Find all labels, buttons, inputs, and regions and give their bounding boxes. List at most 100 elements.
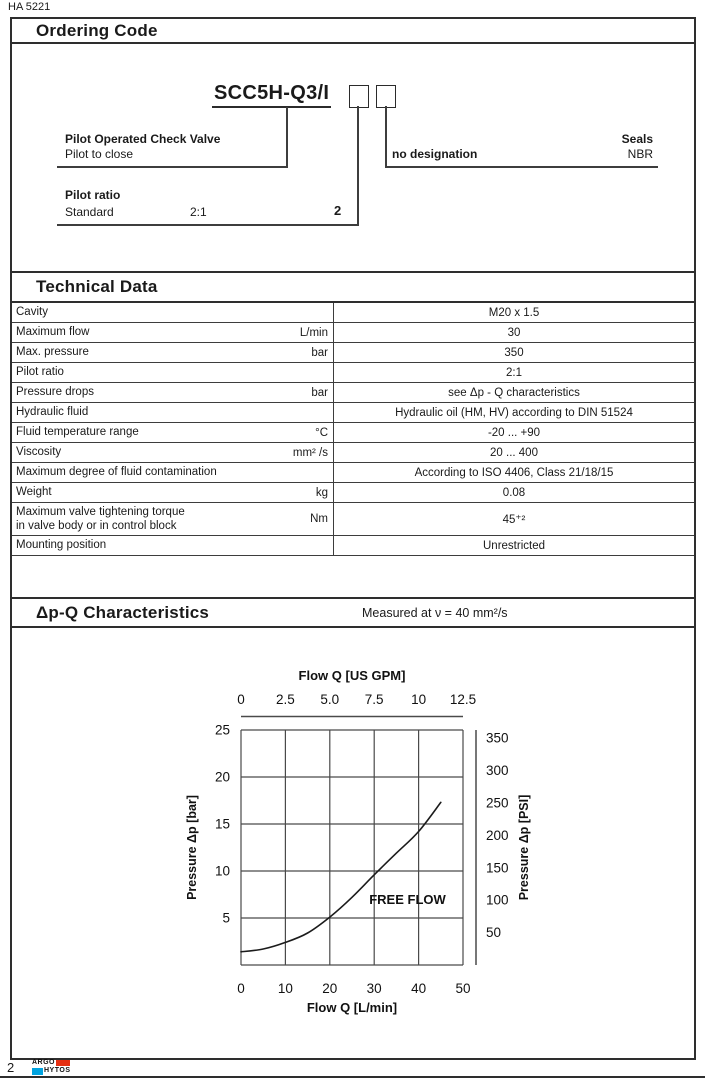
- section-header-technical-data: Technical Data: [12, 271, 694, 303]
- section-header-dpq-characteristics: Δp-Q Characteristics Measured at ν = 40 …: [12, 597, 694, 628]
- value-cell: 350: [504, 346, 524, 359]
- unit-label: bar: [311, 346, 328, 359]
- table-row: Pilot ratio 2:1: [12, 363, 694, 383]
- free-flow-annotation: FREE FLOW: [369, 892, 446, 907]
- dpq-chart-svg: Flow Q [US GPM] 0 2.5 5.0 7.5 10 12.5 25 20 15 10 5…: [185, 668, 531, 1015]
- parameter-label: Mounting position: [16, 539, 107, 552]
- table-row: Maximum flow L/min 30: [12, 323, 694, 343]
- parameter-label: Pilot ratio: [16, 366, 64, 379]
- parameter-cell: Hydraulic fluid: [12, 403, 334, 422]
- top-axis-tick-label: 10: [411, 692, 426, 707]
- parameter-label: Fluid temperature range: [16, 426, 139, 439]
- parameter-label: Cavity: [16, 306, 48, 319]
- left-axis-tick-label: 5: [222, 911, 230, 926]
- parameter-label: Maximum valve tightening torque in valve…: [16, 505, 185, 532]
- parameter-label: Viscosity: [16, 446, 62, 459]
- table-row: Hydraulic fluid Hydraulic oil (HM, HV) ac…: [12, 403, 694, 423]
- right-axis-tick-label: 350: [486, 731, 509, 746]
- table-row: Maximum degree of fluid contamination Acc…: [12, 463, 694, 483]
- connector-line: [57, 166, 288, 168]
- unit-label: L/min: [299, 326, 328, 339]
- unit-label: kg: [315, 486, 328, 499]
- logo-red-swatch: [56, 1060, 70, 1066]
- section-title: Δp-Q Characteristics: [36, 602, 210, 622]
- pilot-ratio-code: 2: [334, 203, 342, 218]
- top-axis-tick-label: 0: [237, 692, 245, 707]
- table-row: Fluid temperature range °C -20 ... +90: [12, 423, 694, 443]
- bottom-axis-tick-label: 20: [322, 981, 337, 996]
- bottom-axis-tick-label: 50: [455, 981, 470, 996]
- logo-blue-swatch: [32, 1067, 43, 1075]
- valve-subtype-label: Pilot to close: [65, 147, 134, 161]
- top-axis-title: Flow Q [US GPM]: [299, 668, 406, 683]
- bottom-axis-tick-label: 40: [411, 981, 426, 996]
- right-axis-tick-label: 300: [486, 763, 509, 778]
- logo-row-hytos: HYTOS: [32, 1067, 71, 1075]
- connector-line: [357, 106, 359, 226]
- value-cell: M20 x 1.5: [488, 306, 540, 319]
- parameter-cell: Maximum flow L/min: [12, 323, 334, 342]
- seals-material: NBR: [627, 147, 653, 161]
- left-axis-tick-label: 10: [215, 864, 230, 879]
- value-cell: 45⁺²: [502, 514, 526, 526]
- parameter-cell: Max. pressure bar: [12, 343, 334, 362]
- parameter-cell: Pilot ratio: [12, 363, 334, 382]
- top-axis-tick-label: 12.5: [450, 692, 476, 707]
- brand-logo: ARGO HYTOS: [32, 1059, 71, 1075]
- section-title: Ordering Code: [36, 20, 158, 40]
- table-row: Weight kg 0.08: [12, 483, 694, 503]
- parameter-cell: Pressure drops bar: [12, 383, 334, 402]
- section-title: Technical Data: [36, 277, 158, 296]
- top-axis-tick-label: 7.5: [365, 692, 384, 707]
- parameter-cell: Mounting position: [12, 536, 334, 555]
- connector-line: [286, 107, 288, 167]
- value-cell: 2:1: [506, 366, 522, 379]
- table-row: Cavity M20 x 1.5: [12, 303, 694, 323]
- parameter-label: Maximum degree of fluid contamination: [16, 466, 217, 479]
- order-code-box-2: [376, 85, 396, 108]
- order-code-box-1: [349, 85, 369, 108]
- page-frame: Ordering Code SCC5H-Q3/I Pilot Operated …: [10, 17, 696, 1060]
- left-axis-title: Pressure Δp [bar]: [185, 795, 199, 900]
- connector-line: [57, 224, 359, 226]
- parameter-label: Hydraulic fluid: [16, 406, 89, 419]
- page-number: 2: [7, 1060, 15, 1075]
- value-cell: -20 ... +90: [487, 426, 541, 439]
- top-axis-tick-label: 2.5: [276, 692, 295, 707]
- table-row: Viscosity mm² /s 20 ... 400: [12, 443, 694, 463]
- left-axis-tick-label: 15: [215, 817, 230, 832]
- dpq-chart: Flow Q [US GPM] 0 2.5 5.0 7.5 10 12.5 25 20 15 10 5…: [150, 655, 562, 1039]
- table-row: Pressure drops bar see Δp - Q characterist…: [12, 383, 694, 403]
- right-axis-tick-label: 100: [486, 893, 509, 908]
- section-header-ordering-code: Ordering Code: [12, 19, 694, 44]
- value-cell: 20 ... 400: [490, 446, 538, 459]
- unit-label: Nm: [310, 513, 328, 525]
- document-code: HA 5221: [8, 1, 51, 13]
- hytos-text: HYTOS: [44, 1067, 71, 1074]
- pilot-ratio-title: Pilot ratio: [65, 188, 121, 202]
- value-cell: Unrestricted: [483, 539, 545, 552]
- connector-line: [386, 166, 658, 168]
- parameter-cell: Viscosity mm² /s: [12, 443, 334, 462]
- value-cell: 30: [507, 326, 521, 339]
- pilot-ratio-value: 2:1: [190, 205, 207, 219]
- right-axis-tick-label: 200: [486, 828, 509, 843]
- bottom-axis-tick-label: 30: [367, 981, 382, 996]
- unit-label: bar: [311, 386, 328, 399]
- parameter-label: Pressure drops: [16, 386, 94, 399]
- table-row: Maximum valve tightening torque in valve…: [12, 503, 694, 536]
- bottom-axis-title: Flow Q [L/min]: [307, 1000, 397, 1015]
- seals-designation-label: no designation: [392, 147, 478, 161]
- seals-title: Seals: [621, 132, 653, 146]
- value-cell: 0.08: [502, 486, 526, 499]
- unit-label: °C: [315, 426, 328, 439]
- parameter-cell: Cavity: [12, 303, 334, 322]
- parameter-cell: Weight kg: [12, 483, 334, 502]
- right-axis-tick-label: 50: [486, 925, 501, 940]
- flow-curve: [240, 801, 442, 953]
- table-row: Mounting position Unrestricted: [12, 536, 694, 556]
- value-cell: Hydraulic oil (HM, HV) according to DIN …: [395, 406, 633, 419]
- argo-text: ARGO: [32, 1059, 55, 1066]
- right-axis-tick-label: 250: [486, 795, 509, 810]
- value-cell: see Δp - Q characteristics: [448, 386, 580, 399]
